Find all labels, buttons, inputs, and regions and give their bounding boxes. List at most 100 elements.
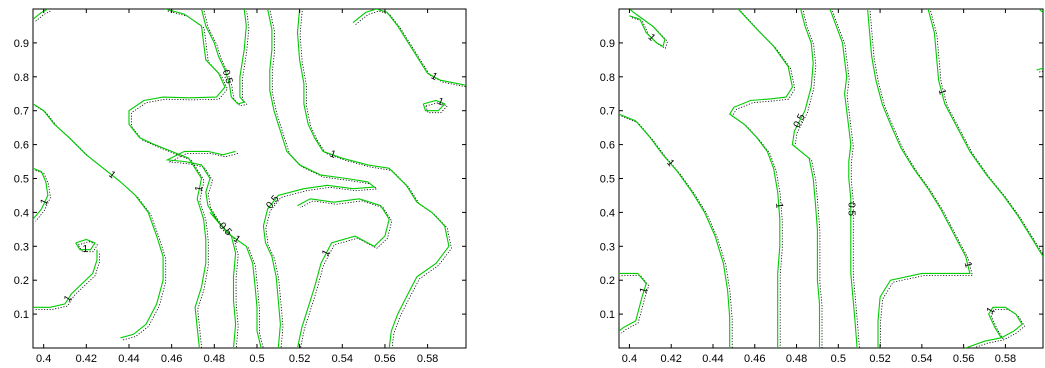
y-tick-label: 0.3	[600, 241, 615, 253]
x-tick-label: 0.46	[161, 353, 182, 365]
contour-line-level-1	[352, 9, 466, 86]
y-tick-label: 0.4	[600, 207, 615, 219]
contour-line-level-0-5	[200, 9, 247, 105]
contour-line-dotted	[35, 10, 51, 22]
x-tick-label: 0.5	[831, 353, 846, 365]
y-tick-label: 0.5	[600, 174, 615, 186]
contour-label: 1	[638, 286, 650, 295]
contour-line-dotted	[972, 309, 1026, 348]
x-tick-label: 0.44	[118, 353, 139, 365]
x-tick-label: 0.42	[661, 353, 682, 365]
contour-line-level-1	[629, 9, 666, 48]
contour-line-dotted	[355, 10, 466, 88]
contour-line-dotted	[631, 10, 668, 49]
y-tick-label: 0.2	[14, 275, 29, 287]
x-tick-label: 0.56	[953, 353, 974, 365]
contour-label: 1	[936, 88, 948, 97]
x-tick-label: 0.48	[786, 353, 807, 365]
contour-line-dotted	[203, 10, 250, 107]
y-tick-label: 0.6	[600, 140, 615, 152]
x-tick-label: 0.54	[332, 353, 353, 365]
x-tick-label: 0.54	[911, 353, 932, 365]
contour-label: 1	[773, 202, 784, 209]
contour-label: 1	[231, 233, 242, 245]
contour-line-level-1	[422, 99, 446, 112]
contour-line-dotted	[77, 241, 98, 253]
x-axis-ticks: 0.4 0.42 0.44 0.46 0.48 0.5 0.52 0.54 0.56 0.58	[622, 9, 1016, 365]
contour-line-level-1	[209, 212, 262, 348]
contour-line-level-1	[728, 9, 793, 348]
contour-line-dotted	[621, 115, 733, 348]
contour-label: 1	[985, 305, 998, 316]
contour-line-dotted	[731, 10, 796, 348]
y-tick-label: 0.2	[600, 275, 615, 287]
contour-label: 1	[429, 71, 439, 84]
contour-line-level-1	[33, 9, 49, 20]
contour-line-level-1	[965, 306, 1023, 348]
contour-line-dotted	[425, 102, 448, 114]
y-tick-label: 0.3	[14, 241, 29, 253]
contour-line-dotted	[131, 10, 228, 348]
contour-line-dotted	[621, 275, 650, 334]
y-tick-label: 0.7	[600, 106, 615, 118]
contour-line-level-1	[128, 9, 226, 348]
contour-label: 1	[82, 244, 88, 255]
contour-line-dotted	[212, 214, 264, 348]
y-tick-label: 0.6	[14, 140, 29, 152]
contour-label: 0.5	[845, 202, 856, 216]
contour-label: 1	[436, 96, 446, 108]
contour-line-level-1	[927, 9, 1043, 257]
x-tick-label: 0.4	[622, 353, 637, 365]
contour-line-level-1	[75, 238, 96, 251]
x-axis-ticks: 0.4 0.42 0.44 0.46 0.48 0.5 0.52 0.54 0.56 0.58	[36, 9, 438, 365]
y-tick-label: 0.1	[600, 309, 615, 321]
x-tick-label: 0.52	[869, 353, 890, 365]
contour-line-level-1	[1038, 9, 1043, 13]
contour-line-level-1	[33, 249, 98, 308]
plot-frame	[32, 8, 467, 349]
y-tick-label: 0.4	[14, 207, 29, 219]
contour-label: 1	[962, 261, 974, 269]
x-tick-label: 0.48	[204, 353, 225, 365]
contour-line-level-1	[1036, 67, 1043, 71]
contour-label: 1	[193, 184, 205, 192]
contour-label: 0.5	[264, 193, 282, 211]
x-tick-label: 0.42	[76, 353, 97, 365]
x-tick-label: 0.5	[249, 353, 264, 365]
contour-label: 1	[328, 149, 337, 161]
contour-label: 1	[62, 293, 75, 304]
x-tick-label: 0.44	[702, 353, 723, 365]
contour-line-level-1	[867, 9, 971, 348]
y-tick-label: 0.5	[14, 174, 29, 186]
contour-lines	[619, 9, 1043, 348]
contour-line-level-1	[619, 113, 731, 348]
x-tick-label: 0.58	[417, 353, 438, 365]
contour-label: 1	[320, 248, 333, 258]
contour-label: 1	[39, 197, 52, 207]
y-tick-label: 0.9	[14, 38, 29, 50]
y-tick-label: 0.8	[14, 72, 29, 84]
contour-label: 0.5	[792, 112, 808, 130]
y-tick-label: 0.8	[600, 72, 615, 84]
y-axis-ticks: 0.1 0.2 0.3 0.4 0.5 0.6 0.7 0.8 0.9	[600, 38, 1043, 321]
y-tick-label: 0.9	[600, 38, 615, 50]
contour-line-level-1	[296, 9, 450, 348]
contour-line-dotted	[1039, 70, 1043, 73]
contour-line-level-1	[619, 272, 647, 332]
contour-line-level-1	[296, 198, 390, 348]
contour-line-level-0-5	[262, 9, 376, 348]
x-tick-label: 0.46	[744, 353, 765, 365]
contour-line-dotted	[168, 153, 239, 348]
contour-line-dotted	[794, 10, 823, 348]
x-tick-label: 0.58	[995, 353, 1016, 365]
y-tick-label: 0.7	[14, 106, 29, 118]
contour-line-dotted	[869, 10, 973, 348]
contour-line-dotted	[299, 10, 452, 348]
x-tick-label: 0.4	[36, 353, 51, 365]
x-tick-label: 0.52	[289, 353, 310, 365]
contour-line-dotted	[832, 10, 860, 348]
contour-line-level-1	[33, 103, 164, 339]
contour-line-level-0-5	[165, 150, 237, 348]
